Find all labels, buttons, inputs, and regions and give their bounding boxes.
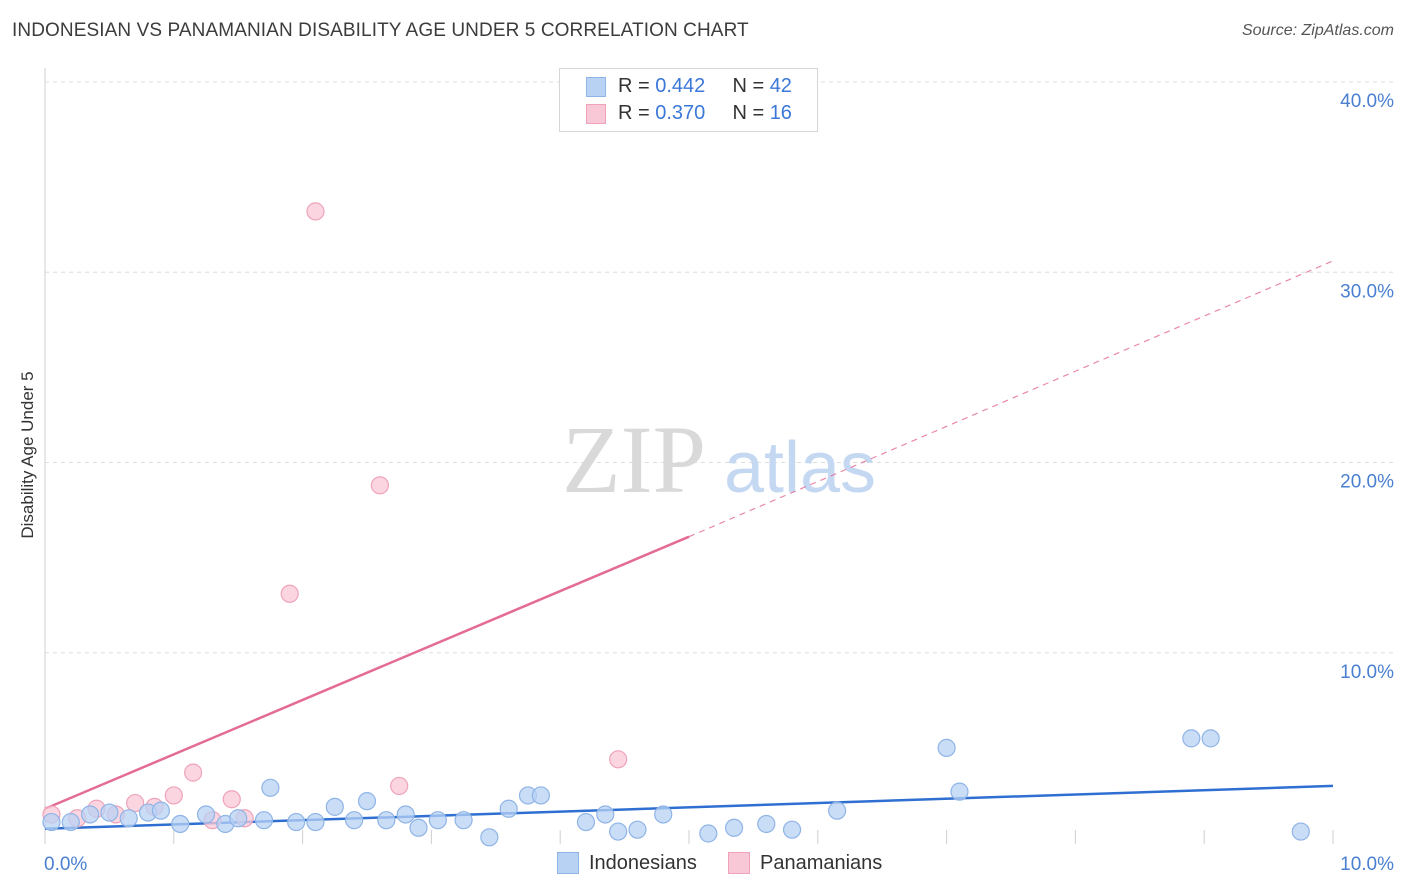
point-panamanian: [610, 751, 627, 768]
point-indonesian: [262, 779, 279, 796]
point-indonesian: [1183, 730, 1200, 747]
data-points: [43, 203, 1309, 846]
point-indonesian: [43, 814, 60, 831]
point-indonesian: [700, 825, 717, 842]
point-indonesian: [82, 806, 99, 823]
legend-swatch-indonesians: [586, 77, 606, 97]
legend-n-label: N =: [732, 75, 769, 97]
point-indonesian: [397, 806, 414, 823]
point-indonesian: [326, 798, 343, 815]
correlation-legend: R = 0.442 N = 42 R = 0.370 N = 16: [559, 68, 818, 132]
point-indonesian: [410, 819, 427, 836]
bottom-legend-swatch-indonesians: [557, 852, 579, 874]
point-panamanian: [223, 791, 240, 808]
point-indonesian: [500, 800, 517, 817]
point-indonesian: [230, 810, 247, 827]
point-indonesian: [288, 814, 305, 831]
y-tick-label: 20.0%: [1340, 472, 1394, 493]
point-indonesian: [346, 812, 363, 829]
point-indonesian: [359, 793, 376, 810]
point-indonesian: [532, 787, 549, 804]
point-indonesian: [455, 812, 472, 829]
point-indonesian: [172, 815, 189, 832]
x-tick-label-min: 0.0%: [44, 854, 87, 875]
legend-r-value: 0.442: [655, 75, 705, 97]
y-tick-label: 30.0%: [1340, 281, 1394, 302]
bottom-legend-swatch-panamanians: [728, 852, 750, 874]
point-indonesian: [597, 806, 614, 823]
point-indonesian: [1292, 823, 1309, 840]
point-indonesian: [1202, 730, 1219, 747]
bottom-legend-label-panamanians: Panamanians: [760, 852, 882, 875]
point-indonesian: [629, 821, 646, 838]
y-tick-label: 10.0%: [1340, 662, 1394, 683]
point-indonesian: [577, 814, 594, 831]
legend-swatch-panamanians: [586, 104, 606, 124]
point-indonesian: [255, 812, 272, 829]
trend-line-panamanians: [45, 537, 689, 809]
point-indonesian: [307, 814, 324, 831]
legend-r-value: 0.370: [655, 102, 705, 124]
legend-r-label: R =: [618, 75, 655, 97]
legend-n-value: 16: [770, 102, 792, 124]
point-indonesian: [938, 739, 955, 756]
point-indonesian: [429, 812, 446, 829]
point-panamanian: [307, 203, 324, 220]
point-indonesian: [62, 814, 79, 831]
legend-n-label: N =: [732, 102, 769, 124]
point-indonesian: [481, 829, 498, 846]
watermark-zip: ZIP: [562, 406, 706, 513]
point-indonesian: [784, 821, 801, 838]
point-indonesian: [758, 815, 775, 832]
point-indonesian: [610, 823, 627, 840]
y-tick-label: 40.0%: [1340, 91, 1394, 112]
point-indonesian: [655, 806, 672, 823]
y-tick-labels: 10.0% 20.0% 30.0% 40.0%: [1340, 91, 1394, 683]
point-indonesian: [378, 812, 395, 829]
x-tick-label-max: 10.0%: [1340, 854, 1394, 875]
point-indonesian: [198, 806, 215, 823]
point-panamanian: [391, 777, 408, 794]
legend-r-label: R =: [618, 102, 655, 124]
point-indonesian: [152, 802, 169, 819]
point-indonesian: [101, 804, 118, 821]
watermark-atlas: atlas: [724, 428, 876, 508]
point-panamanian: [281, 585, 298, 602]
point-panamanian: [185, 764, 202, 781]
point-panamanian: [165, 787, 182, 804]
point-indonesian: [726, 819, 743, 836]
bottom-legend-label-indonesians: Indonesians: [589, 852, 697, 875]
point-indonesian: [951, 783, 968, 800]
scatter-plot: ZIP atlas 10.0% 20.0% 30.0% 40.0% 0.0% 10.0…: [0, 0, 1406, 892]
trend-lines: [45, 261, 1333, 829]
legend-n-value: 42: [770, 75, 792, 97]
point-panamanian: [371, 477, 388, 494]
point-indonesian: [120, 810, 137, 827]
point-indonesian: [829, 802, 846, 819]
gridlines: [45, 68, 1393, 844]
